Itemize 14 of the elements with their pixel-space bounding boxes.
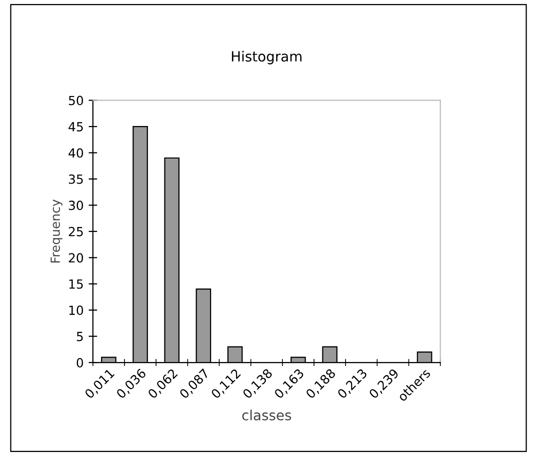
y-tick-label: 25	[68, 226, 83, 236]
chart-title: Histogram	[232, 50, 302, 64]
y-tick-label: 30	[68, 200, 84, 210]
y-tick-label: 35	[68, 174, 83, 184]
y-tick-label: 45	[68, 122, 83, 132]
y-tick-label: 5	[76, 332, 83, 342]
y-tick-label: 50	[68, 96, 84, 106]
y-tick-label: 20	[68, 253, 84, 263]
y-tick-label: 0	[76, 358, 84, 368]
y-axis-title: Frequency	[50, 200, 62, 262]
y-tick-label: 10	[69, 306, 84, 316]
x-axis-title: classes	[242, 410, 292, 420]
y-tick-label: 40	[68, 148, 84, 158]
y-tick-label: 15	[69, 279, 83, 289]
